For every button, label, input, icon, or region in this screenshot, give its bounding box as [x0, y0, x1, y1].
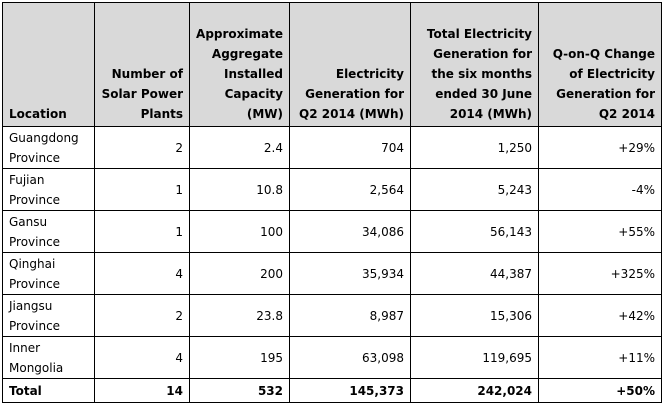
cell-plant-count: 2: [94, 294, 190, 337]
header-row: Location Number of Solar Power Plants Ap…: [2, 2, 662, 127]
cell-qoq-change: +42%: [538, 294, 662, 337]
cell-qoq-change: +11%: [538, 336, 662, 379]
cell-location: Inner Mongolia: [2, 336, 95, 379]
header-qoq-change: Q-on-Q Change of Electricity Generation …: [538, 2, 662, 127]
cell-location: Fujian Province: [2, 168, 95, 211]
table-row: Qinghai Province 4 200 35,934 44,387 +32…: [2, 252, 662, 295]
total-qoq-change: +50%: [538, 378, 662, 403]
cell-six-month-generation: 5,243: [410, 168, 539, 211]
cell-plant-count: 1: [94, 210, 190, 253]
header-capacity: Approximate Aggregate Installed Capacity…: [189, 2, 290, 127]
cell-location: Guangdong Province: [2, 126, 95, 169]
cell-capacity: 100: [189, 210, 290, 253]
cell-q2-generation: 34,086: [289, 210, 411, 253]
cell-capacity: 2.4: [189, 126, 290, 169]
table-row: Guangdong Province 2 2.4 704 1,250 +29%: [2, 126, 662, 169]
cell-qoq-change: +325%: [538, 252, 662, 295]
cell-six-month-generation: 44,387: [410, 252, 539, 295]
cell-qoq-change: +29%: [538, 126, 662, 169]
cell-capacity: 23.8: [189, 294, 290, 337]
header-q2-generation: Electricity Generation for Q2 2014 (MWh): [289, 2, 411, 127]
cell-capacity: 10.8: [189, 168, 290, 211]
cell-six-month-generation: 1,250: [410, 126, 539, 169]
cell-six-month-generation: 56,143: [410, 210, 539, 253]
cell-six-month-generation: 119,695: [410, 336, 539, 379]
cell-qoq-change: -4%: [538, 168, 662, 211]
total-q2-generation: 145,373: [289, 378, 411, 403]
cell-location: Qinghai Province: [2, 252, 95, 295]
total-label: Total: [2, 378, 95, 403]
cell-location: Gansu Province: [2, 210, 95, 253]
table-row: Jiangsu Province 2 23.8 8,987 15,306 +42…: [2, 294, 662, 337]
total-plant-count: 14: [94, 378, 190, 403]
total-row: Total 14 532 145,373 242,024 +50%: [2, 378, 662, 403]
cell-plant-count: 4: [94, 336, 190, 379]
total-capacity: 532: [189, 378, 290, 403]
cell-plant-count: 2: [94, 126, 190, 169]
cell-capacity: 195: [189, 336, 290, 379]
cell-qoq-change: +55%: [538, 210, 662, 253]
table-row: Fujian Province 1 10.8 2,564 5,243 -4%: [2, 168, 662, 211]
cell-q2-generation: 63,098: [289, 336, 411, 379]
header-six-month-generation: Total Electricity Generation for the six…: [410, 2, 539, 127]
cell-capacity: 200: [189, 252, 290, 295]
cell-plant-count: 4: [94, 252, 190, 295]
table-row: Gansu Province 1 100 34,086 56,143 +55%: [2, 210, 662, 253]
cell-q2-generation: 704: [289, 126, 411, 169]
solar-plants-table: Location Number of Solar Power Plants Ap…: [2, 2, 662, 403]
cell-six-month-generation: 15,306: [410, 294, 539, 337]
header-location: Location: [2, 2, 95, 127]
table-container: Location Number of Solar Power Plants Ap…: [2, 2, 662, 403]
table-row: Inner Mongolia 4 195 63,098 119,695 +11%: [2, 336, 662, 379]
cell-q2-generation: 2,564: [289, 168, 411, 211]
header-plant-count: Number of Solar Power Plants: [94, 2, 190, 127]
cell-plant-count: 1: [94, 168, 190, 211]
cell-location: Jiangsu Province: [2, 294, 95, 337]
cell-q2-generation: 35,934: [289, 252, 411, 295]
total-six-month-generation: 242,024: [410, 378, 539, 403]
cell-q2-generation: 8,987: [289, 294, 411, 337]
